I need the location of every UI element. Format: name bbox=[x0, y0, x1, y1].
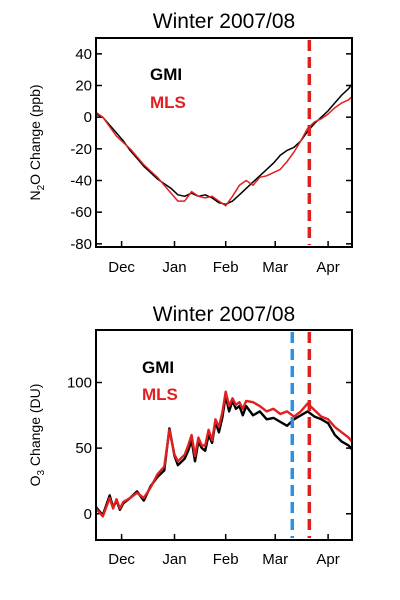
o3-chart-panel: Winter 2007/08 0 50 100 Dec Jan Feb Mar Apr GMI ML… bbox=[27, 303, 353, 568]
legend-label-mls: MLS bbox=[150, 93, 186, 112]
n2o-chart-panel: Winter 2007/08 -80 -60 -40 -20 0 20 40 Dec Jan Feb… bbox=[27, 10, 353, 276]
series-line-mls bbox=[96, 390, 352, 518]
y-tick-label: 0 bbox=[84, 109, 92, 126]
x-tick-label: Jan bbox=[162, 551, 186, 568]
y-tick-label: 20 bbox=[75, 78, 92, 95]
series-line-mls bbox=[96, 96, 352, 207]
x-tick-label: Jan bbox=[162, 259, 186, 276]
x-tick-label: Feb bbox=[213, 259, 239, 276]
y-tick-label: 40 bbox=[75, 46, 92, 63]
legend-label-mls: MLS bbox=[142, 385, 178, 404]
series-line-gmi bbox=[96, 83, 352, 206]
x-tick-label: Feb bbox=[213, 551, 239, 568]
y-tick-label: -20 bbox=[70, 141, 92, 158]
legend-label-gmi: GMI bbox=[150, 65, 182, 84]
chart-title: Winter 2007/08 bbox=[153, 303, 295, 326]
y-tick-label: -80 bbox=[70, 236, 92, 253]
legend-label-gmi: GMI bbox=[142, 358, 174, 377]
chart-title: Winter 2007/08 bbox=[153, 10, 295, 33]
plot-frame bbox=[95, 329, 353, 541]
y-axis-label: N2O Change (ppb) bbox=[27, 84, 47, 200]
y-tick-label: -60 bbox=[70, 204, 92, 221]
y-tick-label: 0 bbox=[84, 506, 92, 523]
x-tick-label: Dec bbox=[108, 551, 135, 568]
x-tick-label: Mar bbox=[262, 259, 288, 276]
x-tick-label: Dec bbox=[108, 259, 135, 276]
x-tick-label: Apr bbox=[316, 551, 339, 568]
y-tick-label: -40 bbox=[70, 173, 92, 190]
y-tick-label: 50 bbox=[75, 440, 92, 457]
series-line-gmi bbox=[96, 394, 352, 517]
y-tick-label: 100 bbox=[67, 375, 92, 392]
x-tick-label: Mar bbox=[262, 551, 288, 568]
plot-frame bbox=[95, 37, 353, 248]
y-axis-label: O3 Change (DU) bbox=[27, 384, 47, 487]
x-tick-label: Apr bbox=[316, 259, 339, 276]
